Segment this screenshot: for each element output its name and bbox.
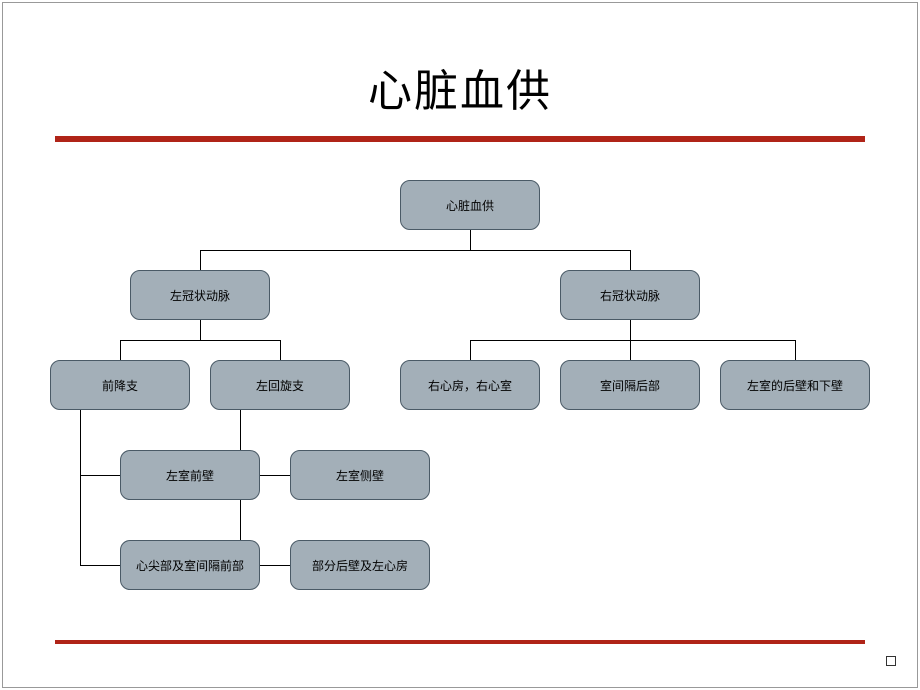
connector: [200, 250, 201, 270]
tree-node-rca1: 右心房，右心室: [400, 360, 540, 410]
connector: [120, 340, 121, 360]
tree-node-lcx1: 左室侧壁: [290, 450, 430, 500]
connector: [630, 250, 631, 270]
connector: [470, 230, 471, 250]
connector: [80, 475, 120, 476]
tree-node-lcx2: 部分后壁及左心房: [290, 540, 430, 590]
tree-node-label: 右冠状动脉: [600, 287, 660, 304]
connector: [200, 320, 201, 340]
connector: [120, 340, 280, 341]
tree-node-root: 心脏血供: [400, 180, 540, 230]
tree-node-label: 室间隔后部: [600, 377, 660, 394]
tree-node-label: 心尖部及室间隔前部: [136, 557, 244, 574]
connector: [80, 410, 81, 565]
tree-node-label: 右心房，右心室: [428, 377, 512, 394]
tree-node-label: 心脏血供: [446, 197, 494, 214]
tree-node-lad1: 左室前壁: [120, 450, 260, 500]
tree-node-label: 左回旋支: [256, 377, 304, 394]
connector: [80, 565, 120, 566]
tree-node-label: 左室侧壁: [336, 467, 384, 484]
tree-node-label: 左室前壁: [166, 467, 214, 484]
org-chart: 心脏血供左冠状动脉 右冠状动脉前降支 左回旋支 右心房，右心室 室间隔后部 左室的后壁和下…: [0, 150, 920, 640]
corner-marker: [886, 656, 896, 666]
slide-title: 心脏血供: [0, 55, 920, 119]
tree-node-label: 左冠状动脉: [170, 287, 230, 304]
tree-node-rca: 右冠状动脉: [560, 270, 700, 320]
connector: [795, 340, 796, 360]
tree-node-label: 左室的后壁和下壁: [747, 377, 843, 394]
bottom-rule: [55, 640, 865, 644]
connector: [280, 340, 281, 360]
tree-node-rca2: 室间隔后部: [560, 360, 700, 410]
connector: [470, 340, 795, 341]
tree-node-rca3: 左室的后壁和下壁: [720, 360, 870, 410]
tree-node-label: 前降支: [102, 377, 138, 394]
connector: [200, 250, 630, 251]
title-underline: [55, 136, 865, 142]
connector: [630, 320, 631, 340]
tree-node-lca: 左冠状动脉: [130, 270, 270, 320]
connector: [470, 340, 471, 360]
connector: [630, 340, 631, 360]
tree-node-lcx: 左回旋支: [210, 360, 350, 410]
tree-node-label: 部分后壁及左心房: [312, 557, 408, 574]
tree-node-lad2: 心尖部及室间隔前部: [120, 540, 260, 590]
tree-node-lad: 前降支: [50, 360, 190, 410]
